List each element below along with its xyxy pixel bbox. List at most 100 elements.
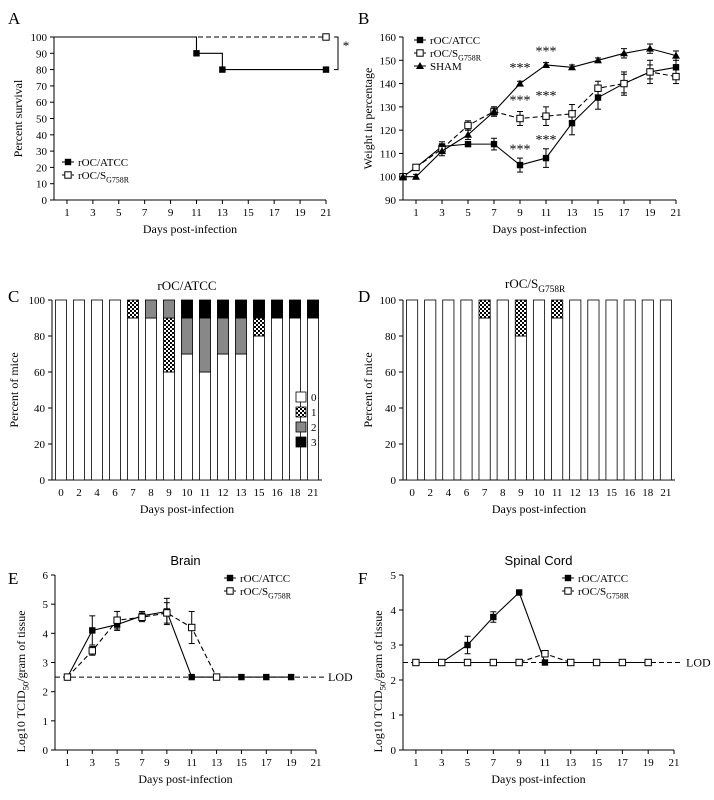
- y-tick-label: 4: [391, 605, 397, 617]
- data-point: [490, 107, 498, 115]
- data-point: [542, 60, 550, 68]
- bar-score-0: [406, 299, 419, 481]
- x-tick-label: 21: [321, 207, 332, 219]
- x-tick-label: 21: [669, 757, 680, 769]
- legend-marker: [64, 158, 72, 166]
- legend-label: 3: [311, 437, 317, 449]
- x-tick-label: 10: [182, 487, 194, 499]
- legend-label: rOC/SG758R: [578, 586, 630, 600]
- x-tick-label: 19: [295, 207, 307, 219]
- y-tick-label: 5: [43, 599, 49, 611]
- y-tick-label: 20: [385, 439, 397, 451]
- y-tick-label: 0: [42, 195, 48, 207]
- y-tick-label: 2: [391, 675, 397, 687]
- y-axis-label: Log10 TCID50/gram of tissue: [14, 610, 31, 752]
- x-tick-label: 11: [541, 207, 552, 219]
- x-tick-label: 1: [413, 207, 419, 219]
- panel-title: rOC/SG758R: [505, 276, 566, 295]
- data-point: [516, 114, 524, 123]
- bar-score-0: [127, 317, 139, 481]
- y-tick-label: 60: [34, 367, 46, 379]
- bar-score-1: [478, 299, 491, 319]
- bar-score-2: [199, 317, 211, 373]
- data-point: [516, 161, 524, 169]
- data-point: [594, 56, 602, 64]
- y-tick-label: 0: [391, 745, 397, 757]
- bar-score-0: [496, 299, 509, 481]
- x-tick-label: 11: [191, 207, 202, 219]
- bar-score-0: [532, 299, 546, 481]
- panel-letter-F: F: [358, 569, 367, 588]
- y-axis-label: Log10 TCID50/gram of tissue: [371, 610, 388, 752]
- y-tick-label: 40: [385, 403, 397, 415]
- x-tick-label: 11: [540, 757, 551, 769]
- y-tick-label: 1: [391, 710, 397, 722]
- lod-label: LOD: [686, 656, 711, 670]
- series-line: [402, 71, 677, 178]
- y-tick-label: 80: [34, 331, 46, 343]
- bar-score-2: [145, 299, 157, 319]
- legend-marker: [564, 587, 572, 595]
- data-point: [188, 673, 195, 681]
- data-point: [322, 66, 330, 73]
- data-point: [263, 673, 270, 681]
- x-tick-label: 17: [261, 757, 273, 769]
- data-point: [113, 616, 121, 624]
- legend-label: SHAM: [430, 61, 462, 73]
- bar-score-0: [55, 299, 67, 481]
- legend-swatch: [295, 391, 307, 403]
- data-point: [644, 658, 652, 667]
- legend-marker: [416, 62, 424, 69]
- y-tick-label: 40: [36, 130, 48, 142]
- data-point: [412, 163, 420, 172]
- y-axis-label: Weight in percentage: [361, 68, 375, 170]
- y-tick-label: 3: [43, 658, 49, 670]
- x-tick-label: 9: [168, 207, 174, 219]
- y-tick-label: 80: [36, 65, 48, 77]
- y-axis-label: Percent of mice: [7, 352, 21, 427]
- data-point: [515, 589, 523, 596]
- series-1: [63, 602, 221, 681]
- legend-label: rOC/SG758R: [240, 586, 292, 600]
- bar-score-0: [253, 335, 265, 481]
- data-point: [464, 130, 472, 138]
- x-tick-label: 8: [500, 487, 506, 499]
- x-tick-label: 10: [534, 487, 546, 499]
- series-0: [64, 597, 295, 681]
- y-tick-label: 100: [31, 32, 48, 44]
- bar-score-2: [235, 317, 247, 355]
- legend-marker: [564, 574, 572, 582]
- data-point: [541, 659, 549, 666]
- x-tick-label: 8: [148, 487, 154, 499]
- x-tick-label: 7: [482, 487, 488, 499]
- bar-score-3: [289, 299, 301, 319]
- x-tick-label: 2: [76, 487, 82, 499]
- data-point: [646, 44, 654, 52]
- x-tick-label: 17: [619, 207, 631, 219]
- data-point: [542, 112, 550, 120]
- significance-label: ***: [536, 89, 557, 104]
- x-tick-label: 15: [591, 757, 603, 769]
- y-tick-label: 0: [43, 745, 49, 757]
- panel-title: Brain: [170, 553, 200, 568]
- data-point: [63, 673, 72, 681]
- y-tick-label: 100: [380, 172, 397, 184]
- data-point: [463, 658, 472, 667]
- data-point: [89, 627, 96, 634]
- x-tick-label: 18: [642, 487, 654, 499]
- x-tick-label: 6: [112, 487, 118, 499]
- x-tick-label: 5: [465, 757, 471, 769]
- bar-score-0: [551, 317, 564, 481]
- series-1: [399, 59, 680, 181]
- series-line: [415, 653, 649, 664]
- significance-bracket: [334, 36, 339, 71]
- legend-label: rOC/ATCC: [430, 35, 480, 47]
- bar-score-2: [181, 317, 193, 355]
- x-tick-label: 7: [491, 207, 497, 219]
- bar-score-3: [235, 299, 247, 319]
